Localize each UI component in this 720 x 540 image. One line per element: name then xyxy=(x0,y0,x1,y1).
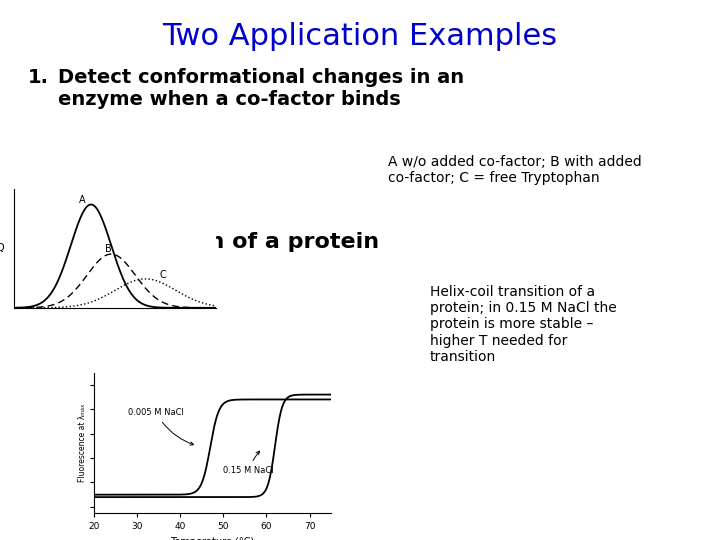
Text: Denaturation of a protein: Denaturation of a protein xyxy=(58,232,379,252)
Text: 0.15 M NaCl: 0.15 M NaCl xyxy=(223,451,274,475)
Text: 0.005 M NaCl: 0.005 M NaCl xyxy=(128,408,194,445)
Text: 2.: 2. xyxy=(28,232,52,252)
Text: Detect conformational changes in an
enzyme when a co-factor binds: Detect conformational changes in an enzy… xyxy=(58,68,464,109)
Text: B: B xyxy=(105,244,112,254)
Text: A: A xyxy=(79,195,86,205)
X-axis label: Temperature (°C): Temperature (°C) xyxy=(171,537,254,540)
Text: 1.: 1. xyxy=(28,68,49,87)
Text: A w/o added co-factor; B with added
co-factor; C = free Tryptophan: A w/o added co-factor; B with added co-f… xyxy=(388,155,642,185)
Text: Helix-coil transition of a
protein; in 0.15 M NaCl the
protein is more stable –
: Helix-coil transition of a protein; in 0… xyxy=(430,285,617,364)
Text: C: C xyxy=(160,270,166,280)
Text: Q: Q xyxy=(0,244,4,253)
Y-axis label: Fluorescence at λₘₐₓ: Fluorescence at λₘₐₓ xyxy=(78,403,86,482)
Text: Two Application Examples: Two Application Examples xyxy=(163,22,557,51)
